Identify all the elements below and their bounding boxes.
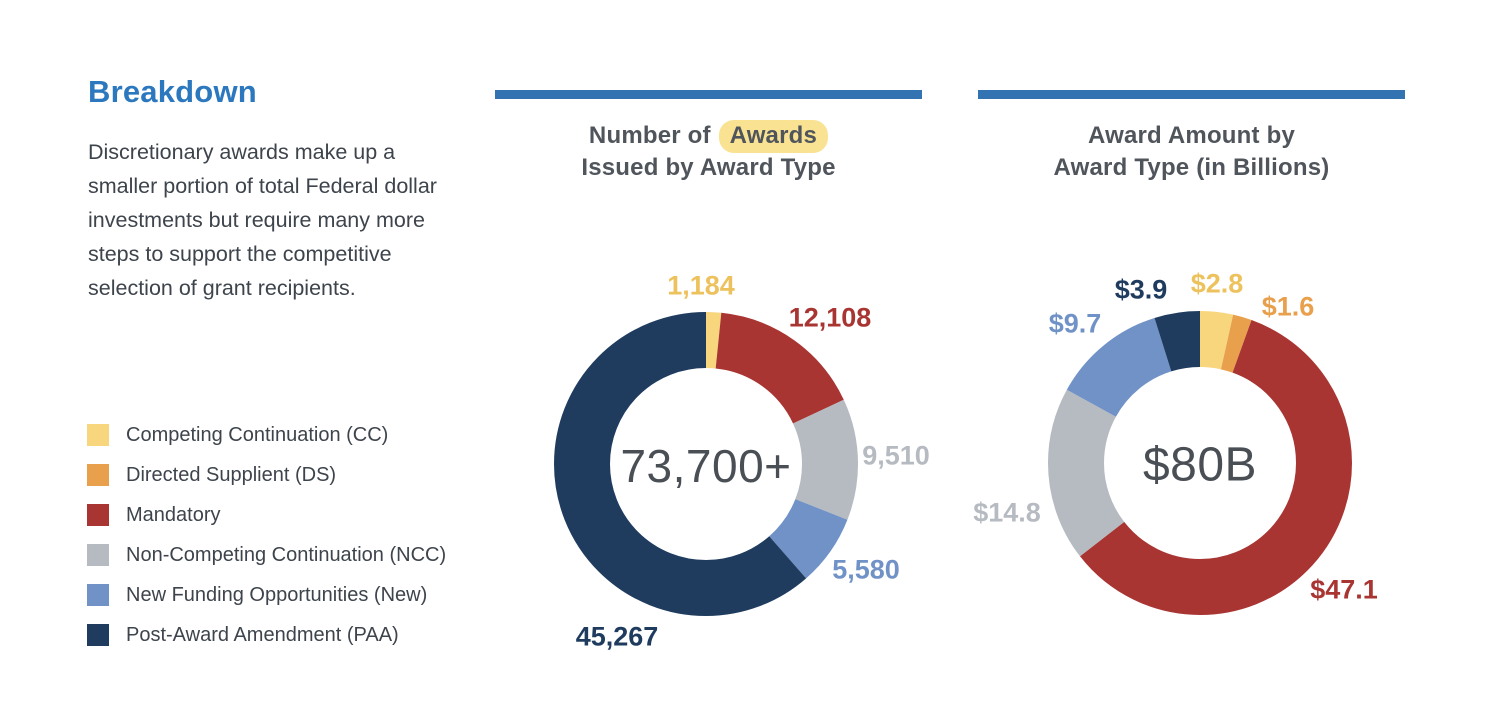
legend-label-mandatory: Mandatory — [126, 503, 221, 526]
legend-item-ncc: Non-Competing Continuation (NCC) — [87, 544, 446, 566]
donut-chart-awards-count — [554, 312, 858, 616]
legend-item-ds: Directed Supplient (DS) — [87, 464, 446, 486]
donut-chart-award-amount — [1048, 311, 1352, 615]
page-title: Breakdown — [88, 74, 257, 109]
value-label-new-count: 5,580 — [832, 554, 900, 585]
legend-label-new: New Funding Opportunities (New) — [126, 583, 428, 606]
donut-segment-ncc — [554, 312, 858, 616]
chart-number-of-awards: Number of Awards Issued by Award Type 73… — [495, 90, 930, 652]
legend-item-new: New Funding Opportunities (New) — [87, 584, 446, 606]
legend-swatch-new — [87, 584, 109, 606]
title-text-line2: Issued by Award Type — [581, 154, 836, 181]
value-label-paa-count: 45,267 — [575, 621, 659, 652]
divider-bar — [495, 90, 922, 99]
title-text-line1: Award Amount by — [1087, 122, 1295, 149]
legend-swatch-cc — [87, 424, 109, 446]
legend-label-cc: Competing Continuation (CC) — [126, 423, 389, 446]
legend-swatch-paa — [87, 624, 109, 646]
legend: Competing Continuation (CC) Directed Supp… — [87, 424, 446, 664]
value-label-ds-amount: $1.6 — [1261, 291, 1315, 322]
donut-segment-paa — [1048, 311, 1352, 615]
value-label-cc-count: 1,184 — [667, 270, 735, 301]
legend-label-paa: Post-Award Amendment (PAA) — [126, 623, 399, 646]
value-label-ncc-amount: $14.8 — [973, 497, 1041, 528]
donut-center-total-amount: $80B — [1142, 438, 1258, 492]
value-label-mandatory-amount: $47.1 — [1310, 574, 1378, 605]
legend-swatch-mandatory — [87, 504, 109, 526]
chart-title-awards-count: Number of Awards Issued by Award Type — [495, 120, 922, 184]
donut-segment-ncc — [1048, 311, 1352, 615]
divider-bar — [978, 90, 1405, 99]
value-label-paa-amount: $3.9 — [1114, 274, 1168, 305]
title-text-line2: Award Type (in Billions) — [1053, 154, 1330, 181]
value-label-ncc-count: 9,510 — [862, 440, 930, 471]
value-label-new-amount: $9.7 — [1048, 308, 1102, 339]
title-text-prefix: Number of — [588, 122, 718, 149]
donut-segment-mandatory — [1048, 311, 1352, 615]
chart-title-award-amount: Award Amount by Award Type (in Billions) — [978, 120, 1405, 184]
value-label-mandatory-count: 12,108 — [788, 302, 872, 333]
legend-item-paa: Post-Award Amendment (PAA) — [87, 624, 446, 646]
intro-paragraph: Discretionary awards make up a smaller p… — [88, 140, 437, 300]
legend-swatch-ds — [87, 464, 109, 486]
donut-center-total-count: 73,700+ — [620, 440, 792, 492]
legend-label-ds: Directed Supplient (DS) — [126, 463, 337, 486]
chart-award-amount: Award Amount by Award Type (in Billions)… — [973, 90, 1405, 615]
legend-item-cc: Competing Continuation (CC) — [87, 424, 446, 446]
value-label-cc-amount: $2.8 — [1190, 268, 1244, 299]
legend-item-mandatory: Mandatory — [87, 504, 446, 526]
legend-label-ncc: Non-Competing Continuation (NCC) — [126, 543, 447, 566]
title-highlight: Awards — [718, 120, 829, 153]
donut-segment-paa — [554, 312, 858, 616]
legend-swatch-ncc — [87, 544, 109, 566]
